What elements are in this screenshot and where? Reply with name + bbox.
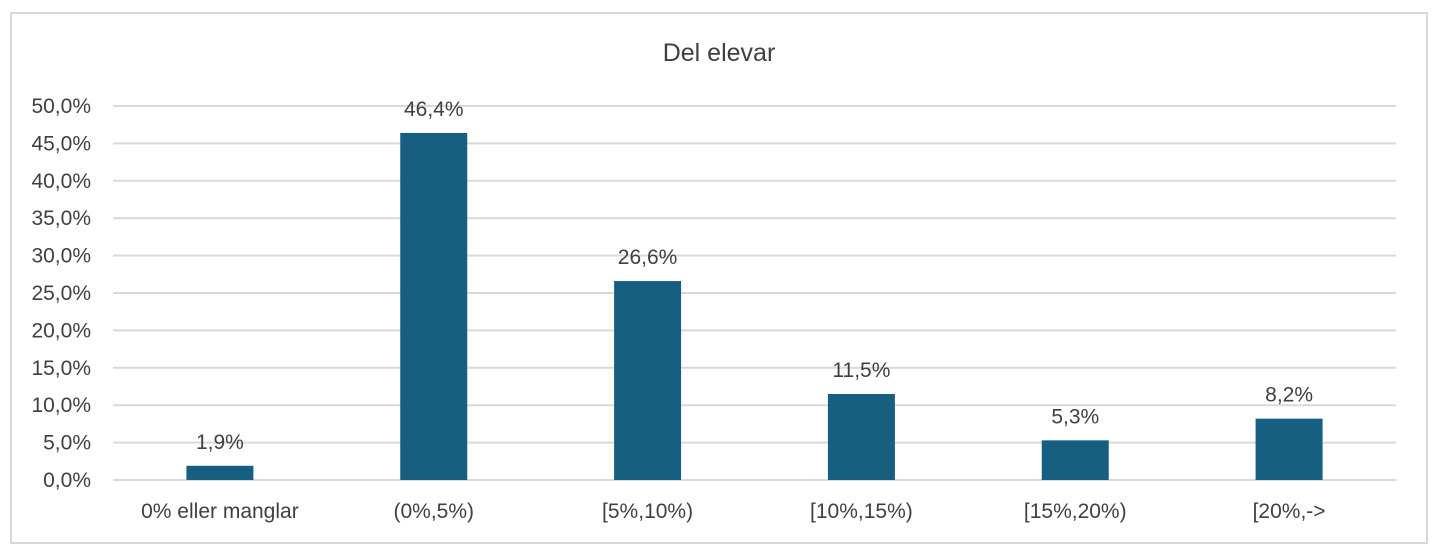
data-label: 46,4% <box>404 98 464 121</box>
category-label: 0% eller manglar <box>141 500 299 523</box>
chart-title: Del elevar <box>663 39 776 67</box>
category-label: [10%,15%) <box>810 500 913 523</box>
bar <box>1041 440 1109 480</box>
bar <box>400 132 468 481</box>
y-tick-label: 40,0% <box>31 170 91 193</box>
bars <box>186 132 1323 481</box>
gridlines <box>113 105 1396 481</box>
category-label: (0%,5%) <box>393 500 474 523</box>
category-label: [15%,20%) <box>1024 500 1127 523</box>
data-label: 26,6% <box>618 246 678 269</box>
y-axis-ticks: 0,0% 5,0% 10,0% 15,0% 20,0% 25,0% 30,0% 35,0% 40… <box>31 95 91 492</box>
bar <box>186 465 254 480</box>
y-tick-label: 5,0% <box>43 432 91 455</box>
y-tick-label: 25,0% <box>31 282 91 305</box>
y-tick-label: 50,0% <box>31 95 91 118</box>
chart-frame <box>10 12 1428 544</box>
bar <box>614 281 682 480</box>
y-tick-label: 35,0% <box>31 207 91 230</box>
category-label: [5%,10%) <box>602 500 693 523</box>
y-tick-label: 45,0% <box>31 132 91 155</box>
y-tick-label: 0,0% <box>43 469 91 492</box>
data-label: 1,9% <box>196 431 244 454</box>
bar <box>827 393 895 480</box>
data-label: 8,2% <box>1265 384 1313 407</box>
y-tick-label: 15,0% <box>31 357 91 380</box>
category-label: [20%,-> <box>1253 500 1326 523</box>
data-labels: 1,9% 46,4% 26,6% 11,5% 5,3% 8,2% <box>196 98 1313 454</box>
data-label: 11,5% <box>832 359 890 382</box>
y-tick-label: 10,0% <box>31 394 91 417</box>
y-tick-label: 30,0% <box>31 245 91 268</box>
bar <box>1255 418 1323 480</box>
x-axis-categories: 0% eller manglar (0%,5%) [5%,10%) [10%,15%)… <box>141 500 1325 523</box>
y-tick-label: 20,0% <box>31 319 91 342</box>
data-label: 5,3% <box>1051 405 1099 428</box>
